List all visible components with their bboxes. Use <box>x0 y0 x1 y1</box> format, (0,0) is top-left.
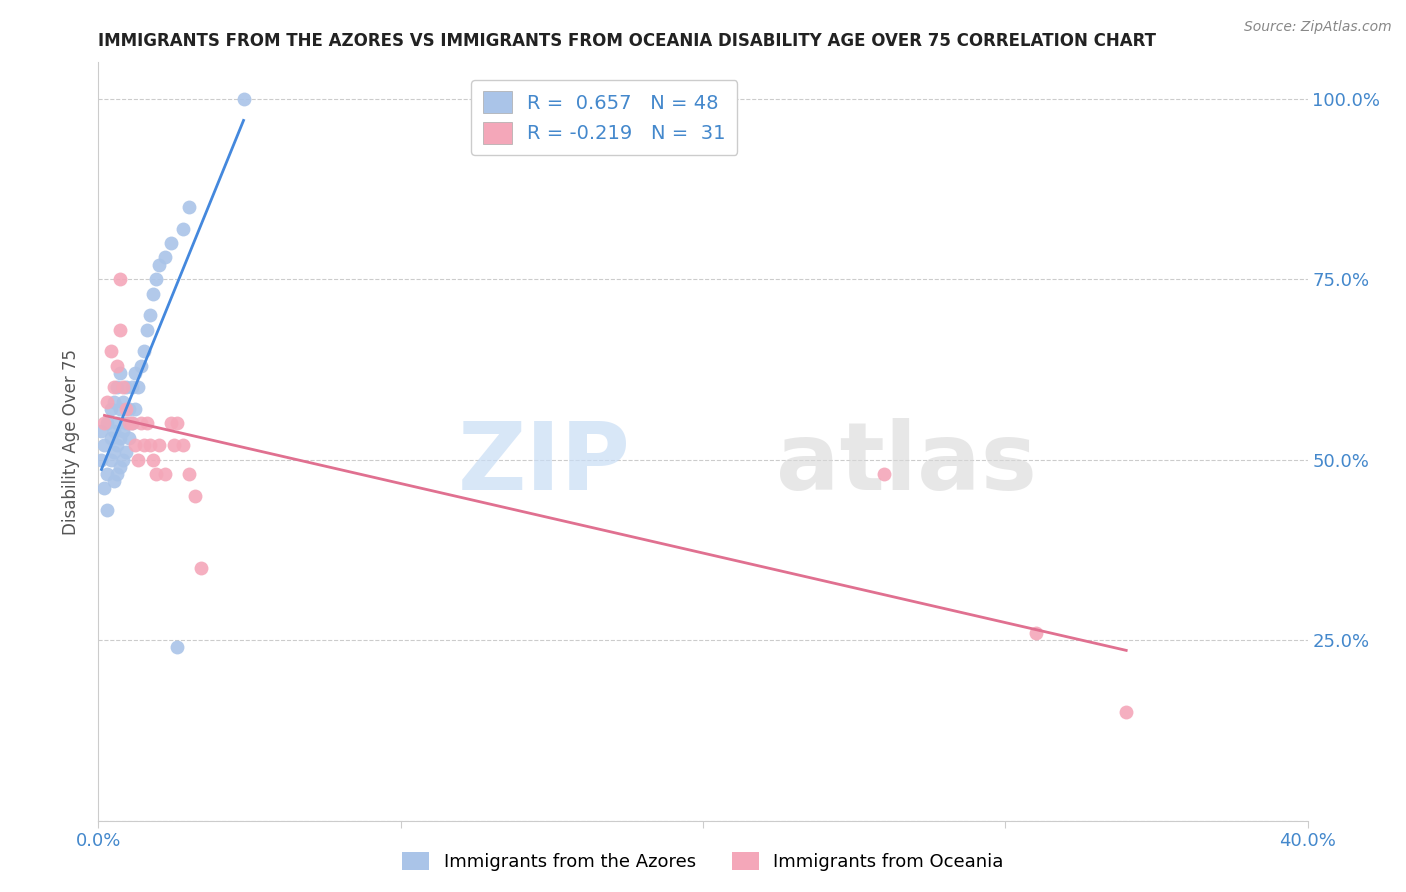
Point <box>111 424 134 438</box>
Point <box>103 380 125 394</box>
Point <box>108 402 131 417</box>
Point <box>129 359 152 373</box>
Point <box>184 489 207 503</box>
Point <box>93 438 115 452</box>
Point <box>190 561 212 575</box>
Point <box>873 467 896 481</box>
Point <box>108 323 131 337</box>
Point <box>96 394 118 409</box>
Point <box>142 286 165 301</box>
Point <box>105 380 128 394</box>
Point <box>124 402 146 417</box>
Point <box>179 200 201 214</box>
Point <box>148 258 170 272</box>
Text: ZIP: ZIP <box>457 418 630 510</box>
Point <box>105 438 128 452</box>
Point <box>93 482 115 496</box>
Point <box>96 417 118 431</box>
Point <box>111 452 134 467</box>
Point <box>93 417 115 431</box>
Point <box>114 417 136 431</box>
Point <box>118 417 141 431</box>
Point <box>121 417 143 431</box>
Point <box>153 467 176 481</box>
Point <box>232 91 254 105</box>
Point <box>127 380 149 394</box>
Point <box>118 402 141 417</box>
Legend: Immigrants from the Azores, Immigrants from Oceania: Immigrants from the Azores, Immigrants f… <box>395 845 1011 879</box>
Point <box>96 467 118 481</box>
Point <box>166 417 188 431</box>
Point <box>100 431 122 445</box>
Point <box>132 438 155 452</box>
Point <box>145 467 167 481</box>
Point <box>108 272 131 286</box>
Point <box>172 221 194 235</box>
Point <box>1024 626 1046 640</box>
Point <box>114 402 136 417</box>
Point <box>108 366 131 380</box>
Point <box>153 251 176 265</box>
Point <box>96 503 118 517</box>
Point <box>100 452 122 467</box>
Point <box>100 402 122 417</box>
Point <box>139 438 162 452</box>
Point <box>135 417 157 431</box>
Point <box>100 344 122 359</box>
Point <box>111 380 134 394</box>
Point <box>103 424 125 438</box>
Point <box>132 344 155 359</box>
Point <box>90 452 112 467</box>
Point <box>160 235 183 250</box>
Point <box>1115 706 1137 720</box>
Point <box>139 308 162 322</box>
Point <box>111 394 134 409</box>
Point <box>124 438 146 452</box>
Point <box>103 394 125 409</box>
Text: atlas: atlas <box>776 418 1036 510</box>
Point <box>108 459 131 474</box>
Point <box>160 417 183 431</box>
Point <box>172 438 194 452</box>
Point <box>114 445 136 459</box>
Point <box>103 445 125 459</box>
Point <box>121 380 143 394</box>
Point <box>105 359 128 373</box>
Text: IMMIGRANTS FROM THE AZORES VS IMMIGRANTS FROM OCEANIA DISABILITY AGE OVER 75 COR: IMMIGRANTS FROM THE AZORES VS IMMIGRANTS… <box>98 32 1156 50</box>
Point <box>124 366 146 380</box>
Point <box>105 417 128 431</box>
Point <box>135 323 157 337</box>
Point <box>142 452 165 467</box>
Point <box>105 467 128 481</box>
Point <box>114 380 136 394</box>
Point <box>108 431 131 445</box>
Point <box>163 438 186 452</box>
Point <box>118 431 141 445</box>
Text: Source: ZipAtlas.com: Source: ZipAtlas.com <box>1244 20 1392 34</box>
Point <box>121 417 143 431</box>
Point <box>148 438 170 452</box>
Point <box>90 424 112 438</box>
Y-axis label: Disability Age Over 75: Disability Age Over 75 <box>62 349 80 534</box>
Point <box>127 452 149 467</box>
Point <box>129 417 152 431</box>
Legend: R =  0.657   N = 48, R = -0.219   N =  31: R = 0.657 N = 48, R = -0.219 N = 31 <box>471 79 737 155</box>
Point <box>145 272 167 286</box>
Point <box>166 640 188 655</box>
Point <box>179 467 201 481</box>
Point <box>103 475 125 489</box>
